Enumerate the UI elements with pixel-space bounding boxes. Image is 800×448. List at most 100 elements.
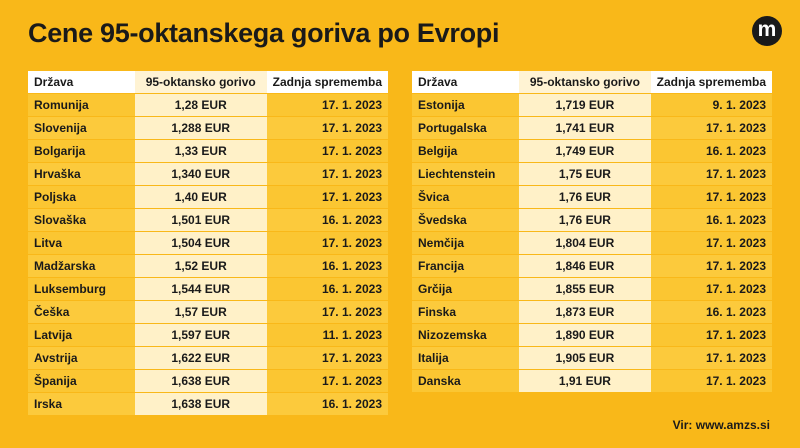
last-change-cell: 17. 1. 2023	[650, 232, 772, 255]
last-change-cell: 16. 1. 2023	[650, 301, 772, 324]
table-row: Litva 1,504 EUR 17. 1. 2023	[28, 232, 388, 255]
country-cell: Finska	[412, 301, 520, 324]
last-change-cell: 16. 1. 2023	[266, 278, 388, 301]
last-change-cell: 17. 1. 2023	[266, 140, 388, 163]
last-change-cell: 17. 1. 2023	[266, 301, 388, 324]
table-row: Avstrija 1,622 EUR 17. 1. 2023	[28, 347, 388, 370]
country-cell: Nizozemska	[412, 324, 520, 347]
country-cell: Irska	[28, 393, 135, 416]
last-change-cell: 17. 1. 2023	[266, 370, 388, 393]
price-cell: 1,855 EUR	[519, 278, 651, 301]
country-cell: Švica	[412, 186, 520, 209]
table-row: Latvija 1,597 EUR 11. 1. 2023	[28, 324, 388, 347]
last-change-cell: 17. 1. 2023	[266, 232, 388, 255]
table-row: Estonija 1,719 EUR 9. 1. 2023	[412, 94, 772, 117]
table-row: Poljska 1,40 EUR 17. 1. 2023	[28, 186, 388, 209]
price-cell: 1,622 EUR	[134, 347, 267, 370]
table-row: Madžarska 1,52 EUR 16. 1. 2023	[28, 255, 388, 278]
country-cell: Slovenija	[28, 117, 135, 140]
last-change-cell: 17. 1. 2023	[650, 255, 772, 278]
table-row: Romunija 1,28 EUR 17. 1. 2023	[28, 94, 388, 117]
country-cell: Luksemburg	[28, 278, 135, 301]
last-change-cell: 17. 1. 2023	[266, 117, 388, 140]
table-row: Bolgarija 1,33 EUR 17. 1. 2023	[28, 140, 388, 163]
price-cell: 1,33 EUR	[134, 140, 267, 163]
last-change-cell: 17. 1. 2023	[650, 347, 772, 370]
price-cell: 1,638 EUR	[134, 370, 267, 393]
price-cell: 1,719 EUR	[519, 94, 651, 117]
price-cell: 1,804 EUR	[519, 232, 651, 255]
table-row: Irska 1,638 EUR 16. 1. 2023	[28, 393, 388, 416]
table-row: Nemčija 1,804 EUR 17. 1. 2023	[412, 232, 772, 255]
table-header-row: Država 95-oktansko gorivo Zadnja spremem…	[28, 71, 388, 94]
table-row: Portugalska 1,741 EUR 17. 1. 2023	[412, 117, 772, 140]
last-change-cell: 17. 1. 2023	[650, 324, 772, 347]
last-change-cell: 16. 1. 2023	[650, 140, 772, 163]
country-cell: Estonija	[412, 94, 520, 117]
price-cell: 1,504 EUR	[134, 232, 267, 255]
country-cell: Belgija	[412, 140, 520, 163]
country-cell: Slovaška	[28, 209, 135, 232]
price-cell: 1,57 EUR	[134, 301, 267, 324]
header-price: 95-oktansko gorivo	[134, 71, 267, 94]
table-row: Švedska 1,76 EUR 16. 1. 2023	[412, 209, 772, 232]
table-row: Slovenija 1,288 EUR 17. 1. 2023	[28, 117, 388, 140]
table-header-row: Država 95-oktansko gorivo Zadnja spremem…	[412, 71, 772, 94]
price-cell: 1,52 EUR	[134, 255, 267, 278]
price-cell: 1,638 EUR	[134, 393, 267, 416]
country-cell: Grčija	[412, 278, 520, 301]
price-cell: 1,890 EUR	[519, 324, 651, 347]
last-change-cell: 17. 1. 2023	[650, 278, 772, 301]
price-cell: 1,75 EUR	[519, 163, 651, 186]
last-change-cell: 16. 1. 2023	[266, 209, 388, 232]
source-credit: Vir: www.amzs.si	[672, 418, 770, 432]
price-table-left: Država 95-oktansko gorivo Zadnja spremem…	[28, 71, 388, 416]
header-last-change: Zadnja sprememba	[266, 71, 388, 94]
country-cell: Italija	[412, 347, 520, 370]
last-change-cell: 17. 1. 2023	[266, 347, 388, 370]
country-cell: Francija	[412, 255, 520, 278]
country-cell: Litva	[28, 232, 135, 255]
header-last-change: Zadnja sprememba	[650, 71, 772, 94]
price-cell: 1,846 EUR	[519, 255, 651, 278]
price-cell: 1,741 EUR	[519, 117, 651, 140]
price-cell: 1,905 EUR	[519, 347, 651, 370]
price-cell: 1,340 EUR	[134, 163, 267, 186]
last-change-cell: 17. 1. 2023	[650, 163, 772, 186]
table-row: Italija 1,905 EUR 17. 1. 2023	[412, 347, 772, 370]
country-cell: Češka	[28, 301, 135, 324]
table-row: Grčija 1,855 EUR 17. 1. 2023	[412, 278, 772, 301]
last-change-cell: 17. 1. 2023	[266, 94, 388, 117]
country-cell: Liechtenstein	[412, 163, 520, 186]
last-change-cell: 16. 1. 2023	[266, 255, 388, 278]
price-cell: 1,873 EUR	[519, 301, 651, 324]
price-cell: 1,501 EUR	[134, 209, 267, 232]
header-country: Država	[412, 71, 520, 94]
last-change-cell: 17. 1. 2023	[650, 117, 772, 140]
table-row: Francija 1,846 EUR 17. 1. 2023	[412, 255, 772, 278]
country-cell: Hrvaška	[28, 163, 135, 186]
table-row: Španija 1,638 EUR 17. 1. 2023	[28, 370, 388, 393]
country-cell: Madžarska	[28, 255, 135, 278]
country-cell: Romunija	[28, 94, 135, 117]
price-table-right: Država 95-oktansko gorivo Zadnja spremem…	[412, 71, 772, 393]
country-cell: Poljska	[28, 186, 135, 209]
last-change-cell: 11. 1. 2023	[266, 324, 388, 347]
table-row: Češka 1,57 EUR 17. 1. 2023	[28, 301, 388, 324]
last-change-cell: 17. 1. 2023	[266, 163, 388, 186]
price-cell: 1,597 EUR	[134, 324, 267, 347]
price-cell: 1,40 EUR	[134, 186, 267, 209]
header-price: 95-oktansko gorivo	[519, 71, 651, 94]
table-row: Hrvaška 1,340 EUR 17. 1. 2023	[28, 163, 388, 186]
price-cell: 1,76 EUR	[519, 186, 651, 209]
last-change-cell: 17. 1. 2023	[266, 186, 388, 209]
country-cell: Španija	[28, 370, 135, 393]
last-change-cell: 17. 1. 2023	[650, 370, 772, 393]
last-change-cell: 16. 1. 2023	[650, 209, 772, 232]
table-row: Luksemburg 1,544 EUR 16. 1. 2023	[28, 278, 388, 301]
price-cell: 1,91 EUR	[519, 370, 651, 393]
country-cell: Latvija	[28, 324, 135, 347]
country-cell: Švedska	[412, 209, 520, 232]
table-row: Slovaška 1,501 EUR 16. 1. 2023	[28, 209, 388, 232]
country-cell: Danska	[412, 370, 520, 393]
